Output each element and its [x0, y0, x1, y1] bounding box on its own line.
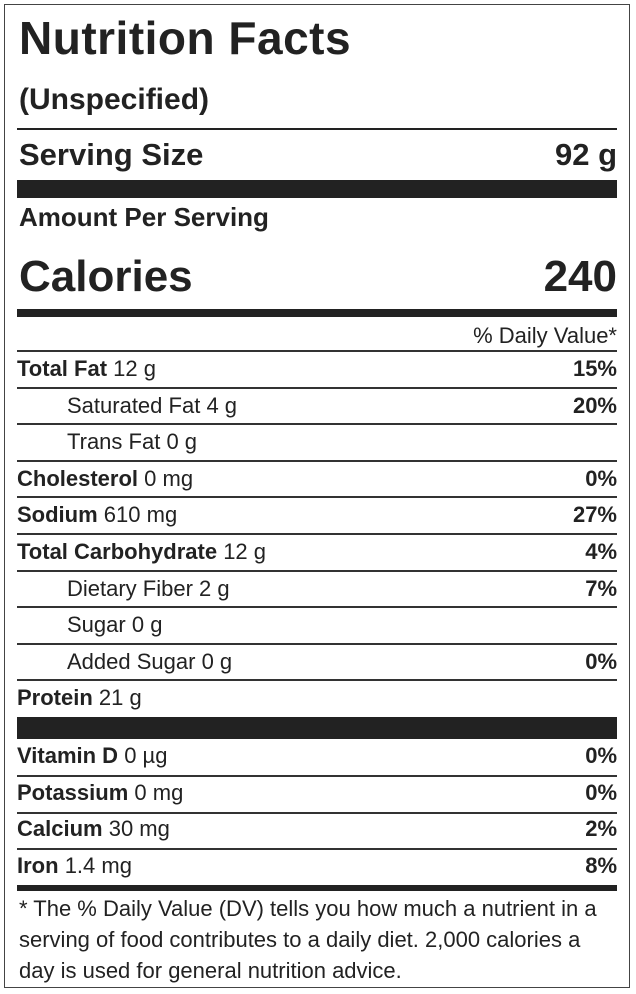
divider-medium	[17, 885, 617, 891]
nutrient-row: Total Carbohydrate 12 g 4%	[17, 535, 617, 569]
nutrient-name: Trans Fat	[67, 429, 161, 455]
nutrient-row: Trans Fat 0 g	[17, 425, 617, 459]
nutrient-amount: 0 g	[201, 648, 233, 674]
row-divider	[17, 679, 617, 682]
row-divider	[17, 350, 617, 352]
nutrient-row: Potassium 0 mg 0%	[17, 776, 617, 810]
nutrient-amount: 30 mg	[108, 816, 170, 842]
nutrient-daily-value: 4%	[585, 539, 617, 564]
nutrient-name: Added Sugar	[67, 648, 196, 674]
nutrient-row: Sodium 610 mg 27%	[17, 498, 617, 532]
serving-size-label: Serving Size	[19, 137, 204, 172]
nutrient-amount: 0 mg	[144, 465, 194, 491]
row-divider	[17, 775, 617, 777]
nutrient-row: Calcium 30 mg 2%	[17, 812, 617, 846]
row-divider	[17, 386, 617, 389]
divider-medium	[17, 309, 617, 317]
nutrient-daily-value: 8%	[585, 852, 617, 878]
amount-per-serving: Amount Per Serving	[19, 202, 269, 232]
nutrient-name: Sodium	[17, 502, 98, 528]
nutrient-name: Cholesterol	[17, 465, 139, 491]
nutrition-facts-label: Nutrition Facts (Unspecified) Serving Si…	[4, 4, 630, 988]
nutrient-amount: 610 mg	[103, 502, 178, 528]
nutrient-daily-value: 27%	[572, 502, 617, 528]
serving-size-value: 92 g	[554, 137, 617, 172]
nutrient-amount: 1.4 mg	[64, 852, 132, 878]
nutrient-name: Protein	[17, 685, 93, 711]
nutrient-amount: 0 g	[166, 429, 198, 455]
nutrient-name: Dietary Fiber	[67, 575, 193, 601]
divider-thin	[17, 128, 617, 130]
divider-thick	[17, 180, 617, 198]
nutrient-daily-value: 7%	[585, 575, 617, 601]
nutrient-daily-value: 0%	[585, 779, 617, 805]
nutrient-row: Total Fat 12 g 15%	[17, 352, 617, 386]
row-divider	[17, 496, 617, 499]
nutrient-name: Iron	[17, 852, 59, 878]
label-title: Nutrition Facts	[19, 12, 352, 64]
nutrient-row: Added Sugar 0 g 0%	[17, 645, 617, 679]
row-divider	[17, 811, 617, 814]
nutrient-name: Vitamin D	[17, 743, 119, 768]
nutrient-row: Saturated Fat 4 g 20%	[17, 389, 617, 423]
calories-row: Calories 240	[19, 249, 617, 305]
row-divider	[17, 569, 617, 572]
nutrient-daily-value: 15%	[572, 356, 617, 381]
nutrient-row: Iron 1.4 mg 8%	[17, 849, 617, 883]
serving-size-row: Serving Size 92 g	[19, 135, 617, 175]
nutrient-row: Dietary Fiber 2 g 7%	[17, 572, 617, 606]
nutrient-name: Calcium	[17, 816, 103, 842]
daily-value-header: % Daily Value*	[473, 323, 617, 348]
label-subtitle: (Unspecified)	[19, 83, 210, 116]
nutrient-name: Total Carbohydrate	[17, 539, 218, 564]
nutrient-name: Saturated Fat	[67, 392, 201, 418]
row-divider	[17, 533, 617, 535]
nutrient-amount: 21 g	[98, 685, 142, 711]
row-divider	[17, 423, 617, 426]
nutrient-name: Sugar	[67, 612, 126, 638]
calories-label: Calories	[19, 252, 193, 301]
nutrient-name: Total Fat	[17, 356, 108, 381]
calories-value: 240	[543, 252, 617, 301]
nutrient-row: Vitamin D 0 µg 0%	[17, 739, 617, 773]
nutrient-daily-value: 0%	[585, 465, 617, 491]
nutrient-row: Sugar 0 g	[17, 608, 617, 642]
nutrient-row: Cholesterol 0 mg 0%	[17, 462, 617, 496]
nutrient-row: Protein 21 g	[17, 681, 617, 715]
nutrient-daily-value: 0%	[585, 648, 617, 674]
nutrient-amount: 12 g	[113, 356, 156, 381]
nutrient-daily-value: 2%	[585, 816, 617, 842]
nutrient-name: Potassium	[17, 779, 129, 805]
label-inner: Nutrition Facts (Unspecified) Serving Si…	[17, 5, 617, 987]
nutrient-amount: 12 g	[223, 539, 267, 564]
nutrient-amount: 4 g	[206, 392, 238, 418]
nutrient-daily-value: 20%	[572, 392, 617, 418]
row-divider	[17, 848, 617, 851]
nutrient-amount: 0 µg	[124, 743, 168, 768]
row-divider	[17, 606, 617, 609]
row-divider	[17, 642, 617, 645]
nutrient-amount: 0 mg	[134, 779, 184, 805]
nutrient-amount: 2 g	[199, 575, 230, 601]
nutrient-amount: 0 g	[131, 612, 163, 638]
divider-thick	[17, 717, 617, 739]
footnote: * The % Daily Value (DV) tells you how m…	[19, 896, 597, 983]
nutrient-daily-value: 0%	[585, 743, 617, 768]
row-divider	[17, 459, 617, 462]
